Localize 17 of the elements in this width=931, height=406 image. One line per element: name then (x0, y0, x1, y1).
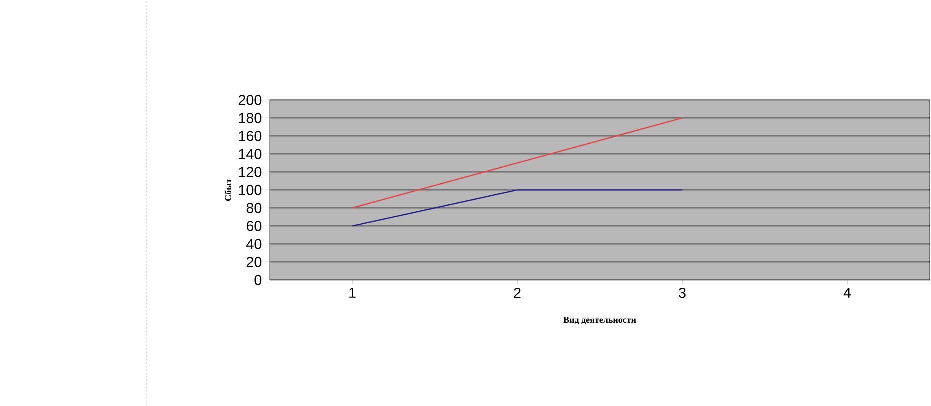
y-tick-label: 20 (246, 256, 262, 268)
y-tick-label: 140 (239, 148, 262, 160)
y-tick-label: 40 (246, 238, 262, 250)
y-axis-title: Сбыт (224, 178, 232, 201)
x-tick-label: 1 (350, 288, 356, 298)
y-tick-label: 0 (254, 274, 262, 286)
y-tick-label: 160 (239, 130, 262, 142)
y-tick-label: 100 (239, 184, 262, 196)
y-tick-label: 120 (239, 166, 262, 178)
x-tick-label: 3 (679, 288, 686, 298)
y-tick-label: 60 (246, 220, 262, 232)
x-tick-label: 2 (514, 288, 521, 298)
y-tick-label: 80 (246, 202, 262, 214)
y-tick-label: 200 (238, 94, 262, 106)
x-axis-title: Вид деятельности (564, 316, 636, 324)
y-tick-label: 180 (239, 112, 262, 124)
x-tick-label: 4 (844, 288, 852, 298)
